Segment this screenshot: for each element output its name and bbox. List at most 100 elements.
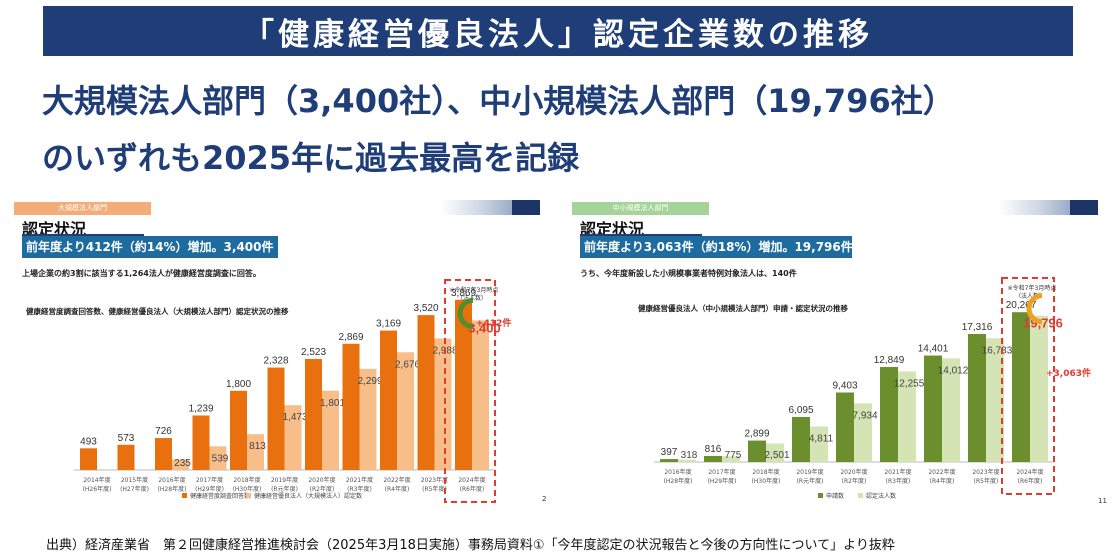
- data-label: 12,849: [874, 355, 905, 366]
- bar-sme-s1: [1012, 312, 1030, 462]
- legend-label: 認定法人数: [866, 492, 896, 500]
- data-label: 573: [118, 433, 135, 444]
- data-label: 3,869: [451, 288, 476, 299]
- bar-sme-s1: [880, 367, 898, 462]
- bar-sme-s2: [722, 456, 740, 462]
- tick-label: 2022年度: [383, 476, 410, 484]
- data-label: 2,869: [338, 332, 363, 343]
- data-label: 9,403: [832, 380, 857, 391]
- data-label: 7,934: [852, 410, 877, 421]
- data-label: 12,255: [894, 378, 925, 389]
- data-label: 1,239: [188, 403, 213, 414]
- bar-large-s2: [434, 338, 452, 470]
- tick-label: (R6年度): [1018, 477, 1043, 485]
- data-label: 4,811: [809, 433, 834, 444]
- large-enterprise-panel: 大規模法人部門 認定状況 前年度より412件（約14%）増加。3,400件 上場…: [14, 198, 546, 508]
- bar-sme-s1: [792, 416, 810, 462]
- data-label: 1,800: [226, 379, 251, 390]
- bar-sme-s2: [1030, 315, 1048, 462]
- tick-label: 2016年度: [158, 476, 185, 484]
- large-enterprise-chart: 493 2014年度(H26年度) 573 2015年度(H27年度) 726 235 20…: [74, 279, 511, 503]
- tick-label: 2023年度: [972, 468, 999, 476]
- tick-label: (H26年度): [83, 485, 112, 493]
- data-label: 17,316: [962, 322, 993, 333]
- bar-large-s2: [284, 405, 302, 470]
- highlight-box: [1001, 277, 1055, 495]
- highlight-value: 3,400: [468, 320, 501, 335]
- chart-title: 健康経営度調査回答数、健康経営優良法人（大規模法人部門）認定状況の推移: [26, 307, 289, 316]
- bar-large-s1: [305, 358, 322, 470]
- bar-large-s2: [172, 459, 189, 470]
- tick-label: 2020年度: [308, 476, 335, 484]
- highlight-value: 19,796: [1023, 316, 1063, 331]
- tick-label: 2022年度: [928, 468, 955, 476]
- bar-large-s2: [397, 352, 414, 470]
- data-label: 539: [212, 453, 229, 464]
- tick-label: (R2年度): [842, 477, 867, 485]
- data-label: 775: [725, 450, 742, 461]
- bar-sme-s2: [986, 338, 1004, 462]
- tick-label: (H29年度): [195, 485, 224, 493]
- tick-label: 2023年度: [421, 476, 448, 484]
- summary-box: 前年度より3,063件（約18%）増加。19,796件: [580, 236, 853, 258]
- tick-label: 2018年度: [752, 468, 779, 476]
- increase-arrow-icon: [1026, 293, 1043, 325]
- data-label: 16,733: [982, 345, 1013, 356]
- annotation-date: ※令和7年3月時点: [1008, 284, 1057, 292]
- bar-large-s2: [322, 390, 339, 470]
- headline-line-2: のいずれも2025年に過去最高を記録: [42, 139, 580, 177]
- dept-tag: 中小規模法人部門: [572, 202, 709, 215]
- dept-tag: 大規模法人部門: [14, 202, 151, 215]
- bar-sme-s1: [660, 459, 678, 462]
- tick-label: 2015年度: [121, 476, 148, 484]
- bar-large-s1: [230, 390, 247, 470]
- chart-title: 健康経営優良法人（中小規模法人部門）申請・認定状況の推移: [638, 304, 848, 313]
- tick-label: 2021年度: [884, 468, 911, 476]
- bar-sme-s1: [924, 355, 942, 462]
- tick-label: 2019年度: [796, 468, 823, 476]
- tick-label: (R元年度): [271, 485, 298, 493]
- annotation-date: ※令和7年3月時点: [450, 286, 499, 294]
- data-label: 2,676: [395, 359, 420, 370]
- tick-label: (H29年度): [708, 477, 737, 485]
- header-stripe: [998, 200, 1098, 215]
- tick-label: 2014年度: [83, 476, 110, 484]
- data-label: 2,523: [301, 347, 326, 358]
- tick-label: (R3年度): [886, 477, 911, 485]
- note-text: うち、今年度新設した小規模事業者特例対象法人は、140件: [580, 269, 797, 278]
- tick-label: (H30年度): [233, 485, 262, 493]
- data-label: 6,095: [788, 405, 813, 416]
- data-label: 3,169: [376, 319, 401, 330]
- status-underline: [22, 234, 144, 236]
- data-label: 318: [681, 450, 698, 461]
- data-label: 816: [705, 444, 722, 455]
- summary-box: 前年度より412件（約14%）増加。3,400件: [22, 236, 278, 258]
- bar-sme-s2: [942, 358, 960, 462]
- data-label: 2,899: [744, 429, 769, 440]
- tick-label: (R3年度): [347, 485, 372, 493]
- bar-large-s1: [155, 438, 172, 470]
- legend-label: 健康経営度調査回答数: [190, 492, 250, 500]
- legend-swatch: [182, 493, 187, 498]
- page-number: 2: [542, 495, 547, 503]
- tick-label: (R5年度): [422, 485, 447, 493]
- data-label: 493: [80, 436, 97, 447]
- status-underline: [580, 234, 702, 236]
- increase-label: +412件: [476, 317, 511, 329]
- data-label: 235: [174, 458, 191, 469]
- data-label: 14,012: [938, 365, 969, 376]
- tick-label: 2021年度: [346, 476, 373, 484]
- bar-large-s1: [455, 299, 472, 470]
- bar-sme-s2: [766, 443, 784, 462]
- bar-sme-s1: [748, 440, 766, 462]
- headline-line-1: 大規模法人部門（3,400社）、中小規模法人部門（19,796社）: [42, 82, 955, 120]
- bar-sme-s1: [836, 392, 854, 462]
- bar-sme-s2: [678, 459, 696, 462]
- bar-sme-s1: [968, 334, 986, 462]
- tick-label: 2018年度: [233, 476, 260, 484]
- legend-label: 申請数: [826, 492, 844, 500]
- tick-label: 2020年度: [840, 468, 867, 476]
- tick-label: 2024年度: [1016, 468, 1043, 476]
- tick-label: 2016年度: [664, 468, 691, 476]
